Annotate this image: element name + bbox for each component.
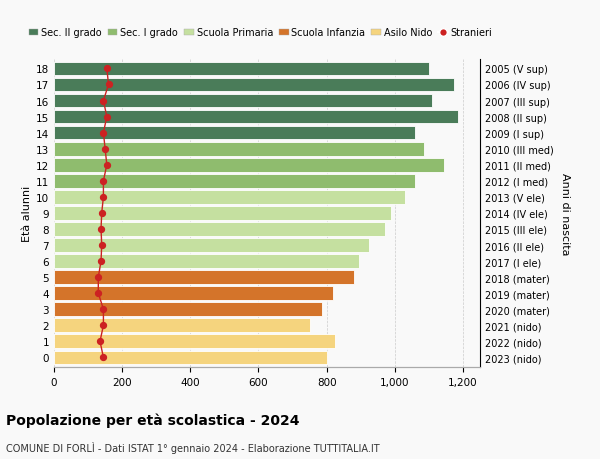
Bar — [54, 111, 458, 124]
Bar — [54, 303, 322, 316]
Y-axis label: Anni di nascita: Anni di nascita — [560, 172, 570, 255]
Point — [98, 98, 108, 105]
Bar — [54, 335, 335, 348]
Text: Popolazione per età scolastica - 2024: Popolazione per età scolastica - 2024 — [6, 413, 299, 428]
Bar — [54, 271, 354, 284]
Bar — [54, 62, 429, 76]
Bar — [54, 287, 334, 300]
Point — [98, 306, 108, 313]
Bar — [54, 351, 326, 364]
Bar — [54, 319, 310, 332]
Bar — [54, 190, 405, 204]
Legend: Sec. II grado, Sec. I grado, Scuola Primaria, Scuola Infanzia, Asilo Nido, Stran: Sec. II grado, Sec. I grado, Scuola Prim… — [25, 24, 496, 42]
Point — [96, 226, 106, 233]
Bar — [54, 239, 369, 252]
Text: COMUNE DI FORLÌ - Dati ISTAT 1° gennaio 2024 - Elaborazione TUTTITALIA.IT: COMUNE DI FORLÌ - Dati ISTAT 1° gennaio … — [6, 441, 380, 453]
Bar — [54, 223, 385, 236]
Point — [94, 290, 103, 297]
Bar — [54, 255, 359, 269]
Point — [98, 130, 108, 137]
Bar — [54, 158, 444, 172]
Y-axis label: Età alunni: Età alunni — [22, 185, 32, 241]
Point — [95, 338, 105, 345]
Bar — [54, 95, 432, 108]
Point — [104, 82, 113, 89]
Point — [102, 114, 112, 121]
Point — [100, 146, 110, 153]
Point — [96, 258, 106, 265]
Bar — [54, 207, 391, 220]
Bar — [54, 174, 415, 188]
Point — [98, 194, 108, 201]
Point — [98, 354, 108, 361]
Point — [97, 242, 107, 249]
Bar — [54, 143, 424, 156]
Point — [102, 162, 112, 169]
Bar — [54, 127, 415, 140]
Point — [98, 178, 108, 185]
Bar — [54, 78, 454, 92]
Point — [102, 66, 112, 73]
Point — [94, 274, 103, 281]
Point — [97, 210, 107, 217]
Point — [98, 322, 108, 329]
